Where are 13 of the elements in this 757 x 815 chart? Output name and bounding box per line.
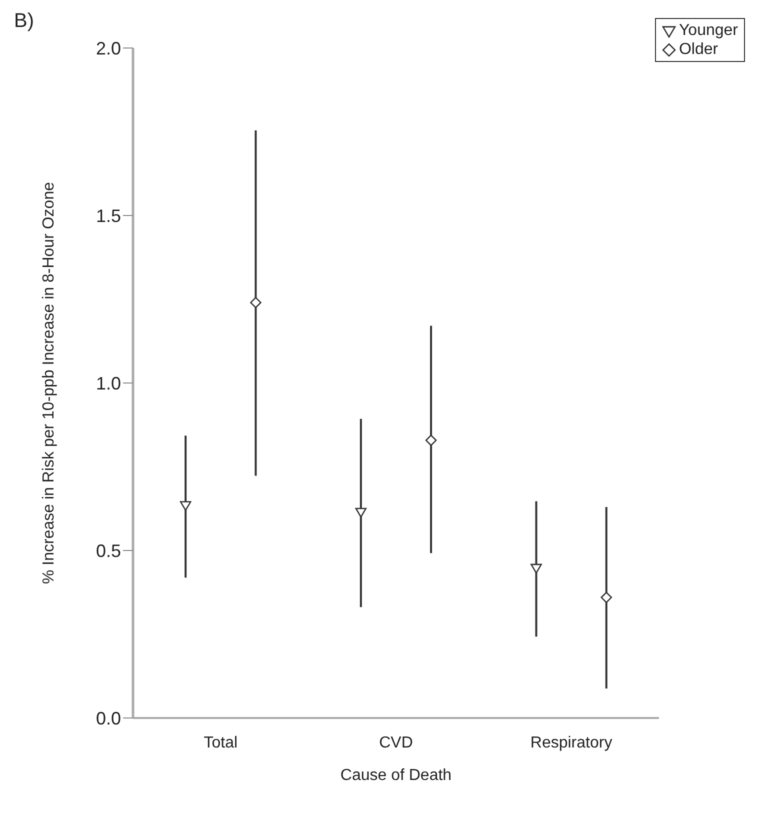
- chart-title: B): [14, 10, 34, 33]
- legend-label: Younger: [678, 21, 738, 40]
- x-axis-title: Cause of Death: [340, 767, 452, 784]
- y-tick-label: 1.0: [96, 373, 121, 394]
- y-tick-label: 0.5: [96, 540, 121, 561]
- legend-label: Older: [678, 40, 718, 59]
- y-tick-label: 1.5: [96, 206, 121, 226]
- y-tick-label: 0.0: [96, 708, 121, 728]
- y-tick-label: 2.0: [96, 38, 121, 58]
- x-tick-label: Respiratory: [530, 734, 612, 752]
- x-tick-label: Total: [204, 734, 238, 752]
- x-tick-label: CVD: [379, 734, 413, 752]
- y-axis-title: % Increase in Risk per 10-ppb Increase in 8-Hour Ozone: [40, 182, 58, 584]
